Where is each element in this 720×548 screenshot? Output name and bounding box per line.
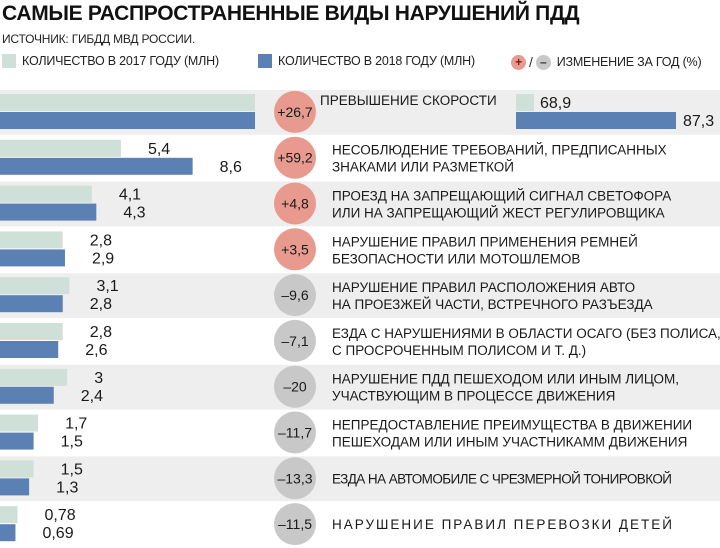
value-label-2018: 1,5 (61, 434, 83, 451)
row-band (0, 456, 720, 502)
change-label: –7,1 (281, 333, 308, 349)
category-label-line1: ПРОЕЗД НА ЗАПРЕЩАЮЩИЙ СИГНАЛ СВЕТОФОРА (332, 189, 671, 204)
legend-label-2017: КОЛИЧЕСТВО В 2017 ГОДУ (МЛН) (22, 54, 219, 68)
change-circle (274, 90, 316, 133)
value-label-2017: 1,7 (65, 416, 87, 433)
bar-2017 (0, 94, 255, 111)
value-label-2017: 3,1 (96, 278, 118, 295)
value-label-2018: 2,8 (90, 296, 112, 313)
legend-item-change: + / – ИЗМЕНЕНИЕ ЗА ГОД (%) (511, 54, 702, 70)
bar-2018 (0, 341, 59, 358)
value-label-2017: 5,4 (148, 141, 170, 158)
bar-2017 (0, 231, 63, 249)
change-label: –20 (283, 379, 307, 395)
value-label-2017: 2,8 (90, 232, 112, 249)
value-label-2018: 2,4 (81, 388, 103, 405)
category-label-line1: НАРУШЕНИЕ ПРАВИЛ РАСПОЛОЖЕНИЯ АВТО (332, 280, 635, 295)
legend-swatch-2017 (2, 54, 16, 68)
category-label-line1: ЕЗДА С НАРУШЕНИЯМИ В ОБЛАСТИ ОСАГО (БЕЗ … (332, 326, 720, 341)
bar-2017 (0, 323, 63, 340)
value-label-2018: 87,3 (683, 113, 714, 130)
row-band (0, 364, 720, 410)
value-label-2018: 1,3 (56, 479, 78, 496)
chart-source: ИСТОЧНИК: ГИБДД МВД РОССИИ. (2, 32, 196, 46)
legend-label-2018: КОЛИЧЕСТВО В 2018 ГОДУ (МЛН) (278, 54, 475, 68)
bar-2018 (0, 249, 65, 267)
legend-item-2017: КОЛИЧЕСТВО В 2017 ГОДУ (МЛН) (2, 54, 219, 68)
value-label-2017: 4,1 (119, 187, 141, 204)
change-label: +3,5 (281, 241, 309, 257)
change-label: –11,7 (278, 425, 312, 441)
legend-slash: / (529, 54, 533, 70)
bar-2018 (0, 478, 30, 496)
bar-2017-continuation (516, 94, 534, 111)
change-label: +59,2 (277, 150, 313, 166)
bar-2017 (0, 506, 18, 524)
bar-2018 (0, 432, 34, 450)
legend-minus-icon: – (535, 54, 551, 70)
change-circle (274, 136, 316, 179)
change-label: –9,6 (281, 287, 308, 303)
category-label: ЕЗДА НА АВТОМОБИЛЕ С ЧРЕЗМЕРНОЙ ТОНИРОВК… (332, 471, 672, 486)
value-label-2017: 2,8 (90, 324, 112, 341)
category-label-line2: УЧАСТВУЮЩИМ В ПРОЦЕССЕ ДВИЖЕНИЯ (332, 389, 615, 404)
bar-2018 (0, 157, 193, 175)
bar-2018 (0, 295, 63, 313)
bar-2017 (0, 139, 121, 157)
value-label-2017: 1,5 (61, 461, 83, 478)
bar-2017 (0, 185, 92, 203)
category-label-line2: С ПРОСРОЧЕННЫМ ПОЛИСОМ И Т. Д.) (332, 343, 586, 358)
row-band (0, 181, 720, 227)
bar-2018 (0, 524, 16, 542)
bar-2017 (0, 460, 34, 478)
value-label-2018: 8,6 (220, 159, 242, 176)
category-label-line1: НЕСОБЛЮДЕНИЕ ТРЕБОВАНИЙ, ПРЕДПИСАННЫХ (332, 143, 667, 158)
bar-2017 (0, 414, 39, 432)
category-label-line1: НЕПРЕДОСТАВЛЕНИЕ ПРЕИМУЩЕСТВА В ДВИЖЕНИИ (332, 418, 692, 433)
legend: КОЛИЧЕСТВО В 2017 ГОДУ (МЛН) КОЛИЧЕСТВО … (0, 54, 720, 76)
legend-item-2018: КОЛИЧЕСТВО В 2018 ГОДУ (МЛН) (258, 54, 475, 68)
bar-2017 (0, 368, 68, 386)
value-label-2018: 2,9 (92, 250, 114, 267)
category-label-line2: ЗНАКАМИ ИЛИ РАЗМЕТКОЙ (332, 160, 514, 175)
row-band (0, 273, 720, 318)
legend-change-label: ИЗМЕНЕНИЕ ЗА ГОД (%) (556, 55, 702, 69)
change-circle (274, 319, 316, 362)
category-label-line1: НАРУШЕНИЕ ПРАВИЛ ПРИМЕНЕНИЯ РЕМНЕЙ (332, 234, 638, 249)
value-label-2017: 0,78 (44, 507, 75, 524)
category-label-line2: ПЕШЕХОДАМ ИЛИ ИНЫМ УЧАСТНИКАММ ДВИЖЕНИЯ (332, 435, 687, 450)
change-label: –13,3 (277, 470, 312, 486)
category-label-line2: ИЛИ НА ЗАПРЕЩАЮЩИЙ ЖЕСТ РЕГУЛИРОВЩИКА (332, 206, 665, 221)
change-circle (274, 365, 316, 408)
category-label-line2: БЕЗОПАСНОСТИ ИЛИ МОТОШЛЕМОВ (332, 251, 580, 266)
bar-2017 (0, 277, 70, 295)
change-circle (274, 457, 316, 500)
value-label-2018: 4,3 (123, 205, 145, 222)
category-label: ПРЕВЫШЕНИЕ СКОРОСТИ (320, 93, 497, 108)
category-label-line2: НА ПРОЕЗЖЕЙ ЧАСТИ, ВСТРЕЧНОГО РАЗЪЕЗДА (332, 297, 653, 312)
category-label: НАРУШЕНИЕ ПРАВИЛ ПЕРЕВОЗКИ ДЕТЕЙ (332, 517, 672, 532)
bar-2018 (0, 386, 54, 404)
bar-2018 (0, 112, 255, 129)
change-circle (274, 503, 316, 546)
chart-title: САМЫЕ РАСПРОСТРАНЕННЫЕ ВИДЫ НАРУШЕНИЙ ПД… (2, 2, 580, 25)
category-label-line1: НАРУШЕНИЕ ПДД ПЕШЕХОДОМ ИЛИ ИНЫМ ЛИЦОМ, (332, 372, 679, 387)
change-circle (274, 274, 316, 317)
bar-2018-continuation (516, 112, 676, 129)
change-circle (274, 228, 316, 271)
legend-swatch-2018 (258, 54, 272, 68)
change-label: –11,5 (278, 516, 312, 532)
change-label: +26,7 (277, 104, 313, 120)
value-label-2017: 3 (94, 370, 103, 387)
value-label-2018: 2,6 (85, 342, 107, 359)
legend-plus-icon: + (511, 54, 526, 70)
value-label-2017: 68,9 (540, 95, 571, 112)
change-circle (274, 411, 316, 454)
value-label-2018: 0,69 (42, 525, 73, 542)
bar-2018 (0, 203, 97, 221)
change-circle (274, 182, 316, 225)
change-label: +4,8 (281, 196, 309, 212)
